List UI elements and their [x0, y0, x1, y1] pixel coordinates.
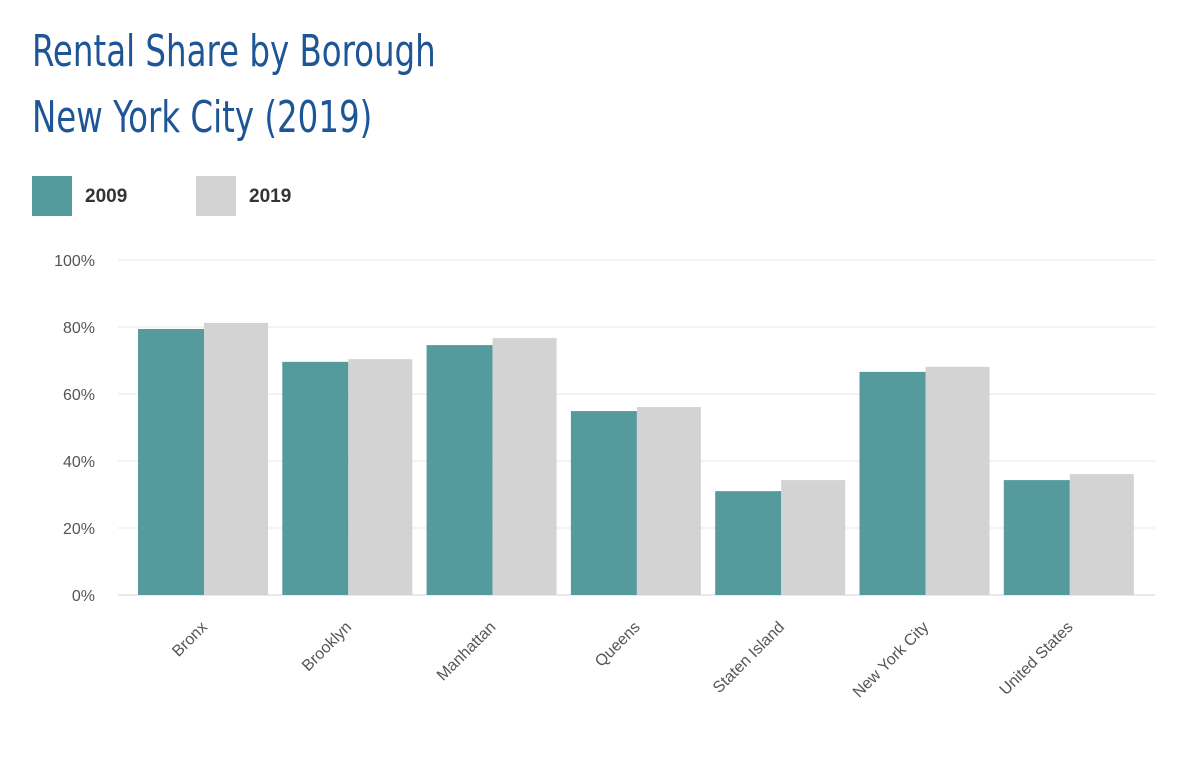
bar-2019-manhattan [492, 338, 557, 595]
legend-label-2009: 2009 [85, 186, 128, 207]
bar-2019-bronx [204, 322, 268, 595]
legend-swatch-2009 [32, 176, 72, 216]
y-tick-label: 60% [63, 387, 95, 404]
bar-2009-united-states [1003, 480, 1070, 595]
bar-2019-staten-island [781, 480, 846, 595]
bar-2009-new-york-city [859, 371, 926, 595]
x-tick-label: New York City [850, 619, 932, 701]
legend-label-2019: 2019 [249, 186, 292, 207]
y-tick-label: 20% [63, 521, 95, 538]
bar-2009-staten-island [715, 491, 782, 595]
x-tick-label: Staten Island [710, 619, 788, 697]
bar-2009-bronx [138, 329, 204, 595]
x-tick-label: Brooklyn [299, 619, 355, 675]
chart-title: Rental Share by Borough [32, 26, 436, 77]
bar-2009-manhattan [426, 345, 493, 595]
bar-2019-queens [636, 407, 701, 595]
bar-2019-united-states [1069, 474, 1134, 595]
x-tick-label: Manhattan [434, 619, 499, 684]
bar-2009-brooklyn [282, 361, 349, 595]
x-tick-label: Queens [592, 619, 644, 671]
y-tick-label: 0% [72, 588, 95, 605]
y-tick-label: 40% [63, 454, 95, 471]
bar-2019-brooklyn [348, 359, 413, 595]
x-tick-label: Bronx [169, 619, 211, 661]
bar-2019-new-york-city [925, 366, 990, 595]
bar-2009-queens [570, 411, 637, 595]
x-tick-label: United States [997, 619, 1077, 699]
y-tick-label: 100% [54, 253, 95, 270]
chart-subtitle: New York City (2019) [32, 92, 373, 143]
y-tick-label: 80% [63, 320, 95, 337]
legend-swatch-2019 [196, 176, 236, 216]
